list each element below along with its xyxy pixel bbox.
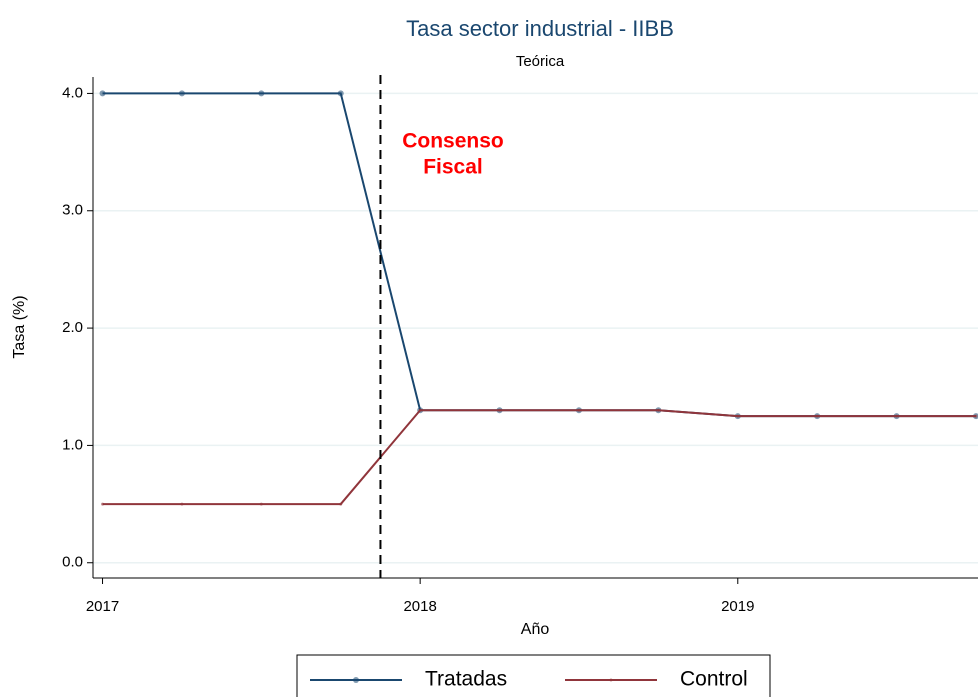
point [418, 408, 422, 412]
point [656, 408, 660, 412]
chart-subtitle: Teórica [516, 53, 565, 70]
point [178, 90, 185, 97]
point [258, 90, 265, 97]
point [337, 90, 344, 97]
y-axis-label: Tasa (%) [11, 295, 28, 358]
point [101, 502, 105, 506]
legend-marker [609, 678, 613, 682]
point [259, 502, 263, 506]
point [974, 414, 978, 418]
series-line [102, 92, 976, 418]
legend-label: Control [680, 668, 748, 691]
legend-box [296, 654, 771, 697]
chart-title: Tasa sector industrial - IIBB [406, 16, 674, 41]
x-axis-label: Año [521, 621, 550, 638]
legend-label: Tratadas [425, 668, 507, 691]
y-tick-label: 3.0 [62, 202, 83, 219]
y-tick-label: 1.0 [62, 436, 83, 453]
legend-marker [353, 677, 359, 683]
series-line [102, 409, 976, 506]
y-tick-label: 4.0 [62, 84, 83, 101]
point [180, 502, 184, 506]
y-tick-label: 0.0 [62, 554, 83, 571]
point [498, 408, 502, 412]
x-tick-label: 2018 [403, 598, 436, 615]
annotation: Consenso [402, 130, 504, 153]
point [339, 502, 343, 506]
point [99, 90, 106, 97]
annotation: Fiscal [423, 156, 483, 179]
x-tick-label: 2017 [86, 598, 119, 615]
x-tick-label: 2019 [721, 598, 754, 615]
point [577, 408, 581, 412]
point [815, 414, 819, 418]
y-tick-label: 2.0 [62, 319, 83, 336]
point [895, 414, 899, 418]
point [736, 414, 740, 418]
